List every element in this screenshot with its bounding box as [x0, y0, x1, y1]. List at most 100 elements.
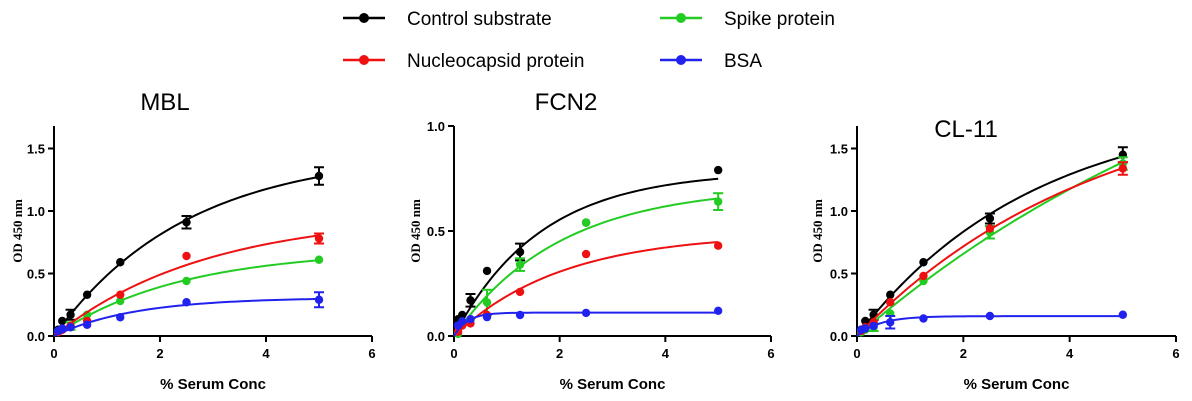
data-point: [458, 317, 467, 326]
data-point: [466, 315, 475, 324]
y-tick-label: 1.5: [830, 142, 848, 157]
data-point: [482, 312, 492, 322]
data-point: [985, 311, 995, 321]
legend-item-control-substrate: Control substrate: [343, 9, 552, 30]
y-tick-label: 0.5: [27, 267, 45, 282]
y-tick-label: 0.0: [427, 329, 445, 344]
x-tick-label: 0: [50, 346, 57, 361]
x-axis-label: % Serum Conc: [560, 376, 666, 393]
fit-curve: [453, 197, 719, 337]
series-spike-protein: [53, 255, 324, 337]
chart-panels: MBL 0 2 4 6 0.0 0.5 1.0 1.5 % Serum Conc OD 450 nm…: [10, 89, 1180, 393]
data-point: [515, 287, 525, 297]
data-point: [182, 218, 191, 227]
series-bsa: [453, 306, 723, 337]
data-point: [314, 295, 324, 304]
x-tick-label: 2: [556, 346, 563, 361]
x-tick-label: 6: [767, 346, 774, 361]
fit-curve: [53, 234, 320, 337]
data-point: [182, 276, 191, 286]
data-point: [116, 258, 125, 267]
data-point: [314, 171, 324, 181]
x-axis-label: % Serum Conc: [964, 376, 1070, 393]
data-point: [581, 249, 591, 259]
legend-item-bsa: BSA: [660, 51, 762, 72]
data-point: [713, 165, 723, 175]
data-point: [515, 260, 525, 269]
series-spike-protein: [453, 192, 724, 339]
data-point: [713, 241, 723, 250]
chart-title: MBL: [140, 89, 189, 116]
y-axis-label: OD 450 nm: [10, 199, 25, 263]
legend-item-spike-protein: Spike protein: [660, 9, 835, 30]
y-axis-label: OD 450 nm: [408, 199, 423, 263]
chart-fcn2: FCN2 0 2 4 6 0.0 0.5 1.0 % Serum Conc OD 450 nm: [408, 89, 775, 393]
y-tick-label: 1.0: [427, 119, 445, 134]
data-point: [515, 310, 525, 320]
fit-curve: [453, 177, 719, 337]
legend-marker: [359, 55, 369, 65]
data-point: [861, 316, 870, 326]
y-tick-label: 0.0: [27, 329, 45, 344]
data-point: [581, 308, 591, 318]
data-point: [886, 290, 895, 299]
chart-mbl: MBL 0 2 4 6 0.0 0.5 1.0 1.5 % Serum Conc OD 450 nm: [10, 89, 376, 393]
data-point: [182, 298, 191, 307]
data-point: [919, 258, 928, 267]
data-point: [66, 323, 75, 332]
series-control-substrate: [856, 146, 1128, 337]
data-point: [182, 251, 191, 261]
data-point: [116, 313, 125, 322]
data-point: [985, 224, 995, 233]
y-tick-label: 1.0: [27, 204, 45, 219]
data-point: [886, 298, 895, 307]
data-point: [482, 298, 492, 307]
x-tick-label: 2: [156, 346, 163, 361]
series-bsa: [53, 291, 324, 337]
data-point: [58, 316, 67, 326]
data-point: [82, 290, 92, 299]
data-point: [869, 321, 878, 331]
chart-title: FCN2: [535, 89, 598, 116]
chart-title: CL-11: [934, 116, 998, 143]
series-bsa: [856, 310, 1128, 337]
legend-label: Spike protein: [724, 9, 835, 30]
x-tick-label: 2: [960, 346, 967, 361]
data-point: [116, 290, 125, 299]
x-tick-label: 0: [853, 346, 860, 361]
data-point: [919, 314, 928, 323]
data-point: [58, 324, 67, 333]
y-axis-label: OD 450 nm: [810, 199, 825, 263]
data-point: [82, 320, 92, 329]
x-tick-label: 4: [662, 346, 670, 361]
fit-curve: [856, 167, 1124, 337]
legend-marker: [676, 55, 686, 65]
fit-curve: [856, 161, 1124, 337]
x-tick-label: 4: [1066, 346, 1074, 361]
data-point: [581, 218, 591, 227]
legend-marker: [676, 13, 686, 23]
data-point: [886, 318, 895, 327]
data-point: [1118, 164, 1128, 173]
legend-label: Control substrate: [407, 9, 552, 30]
fit-curve: [453, 240, 719, 337]
x-axis-label: % Serum Conc: [160, 376, 266, 393]
data-point: [116, 296, 125, 306]
series-nucleocapsid-protein: [856, 161, 1128, 337]
x-tick-label: 4: [262, 346, 270, 361]
y-tick-label: 0.5: [427, 224, 445, 239]
data-point: [314, 234, 324, 243]
data-point: [713, 306, 723, 315]
data-point: [466, 296, 475, 305]
x-tick-label: 6: [1172, 346, 1179, 361]
data-point: [985, 214, 995, 223]
data-point: [458, 310, 467, 320]
x-tick-label: 6: [368, 346, 375, 361]
y-tick-label: 0.0: [830, 329, 848, 344]
data-point: [314, 255, 324, 264]
legend-item-nucleocapsid-protein: Nucleocapsid protein: [343, 51, 584, 72]
data-point: [919, 271, 928, 281]
y-tick-label: 1.0: [830, 204, 848, 219]
legend-marker: [359, 13, 369, 23]
